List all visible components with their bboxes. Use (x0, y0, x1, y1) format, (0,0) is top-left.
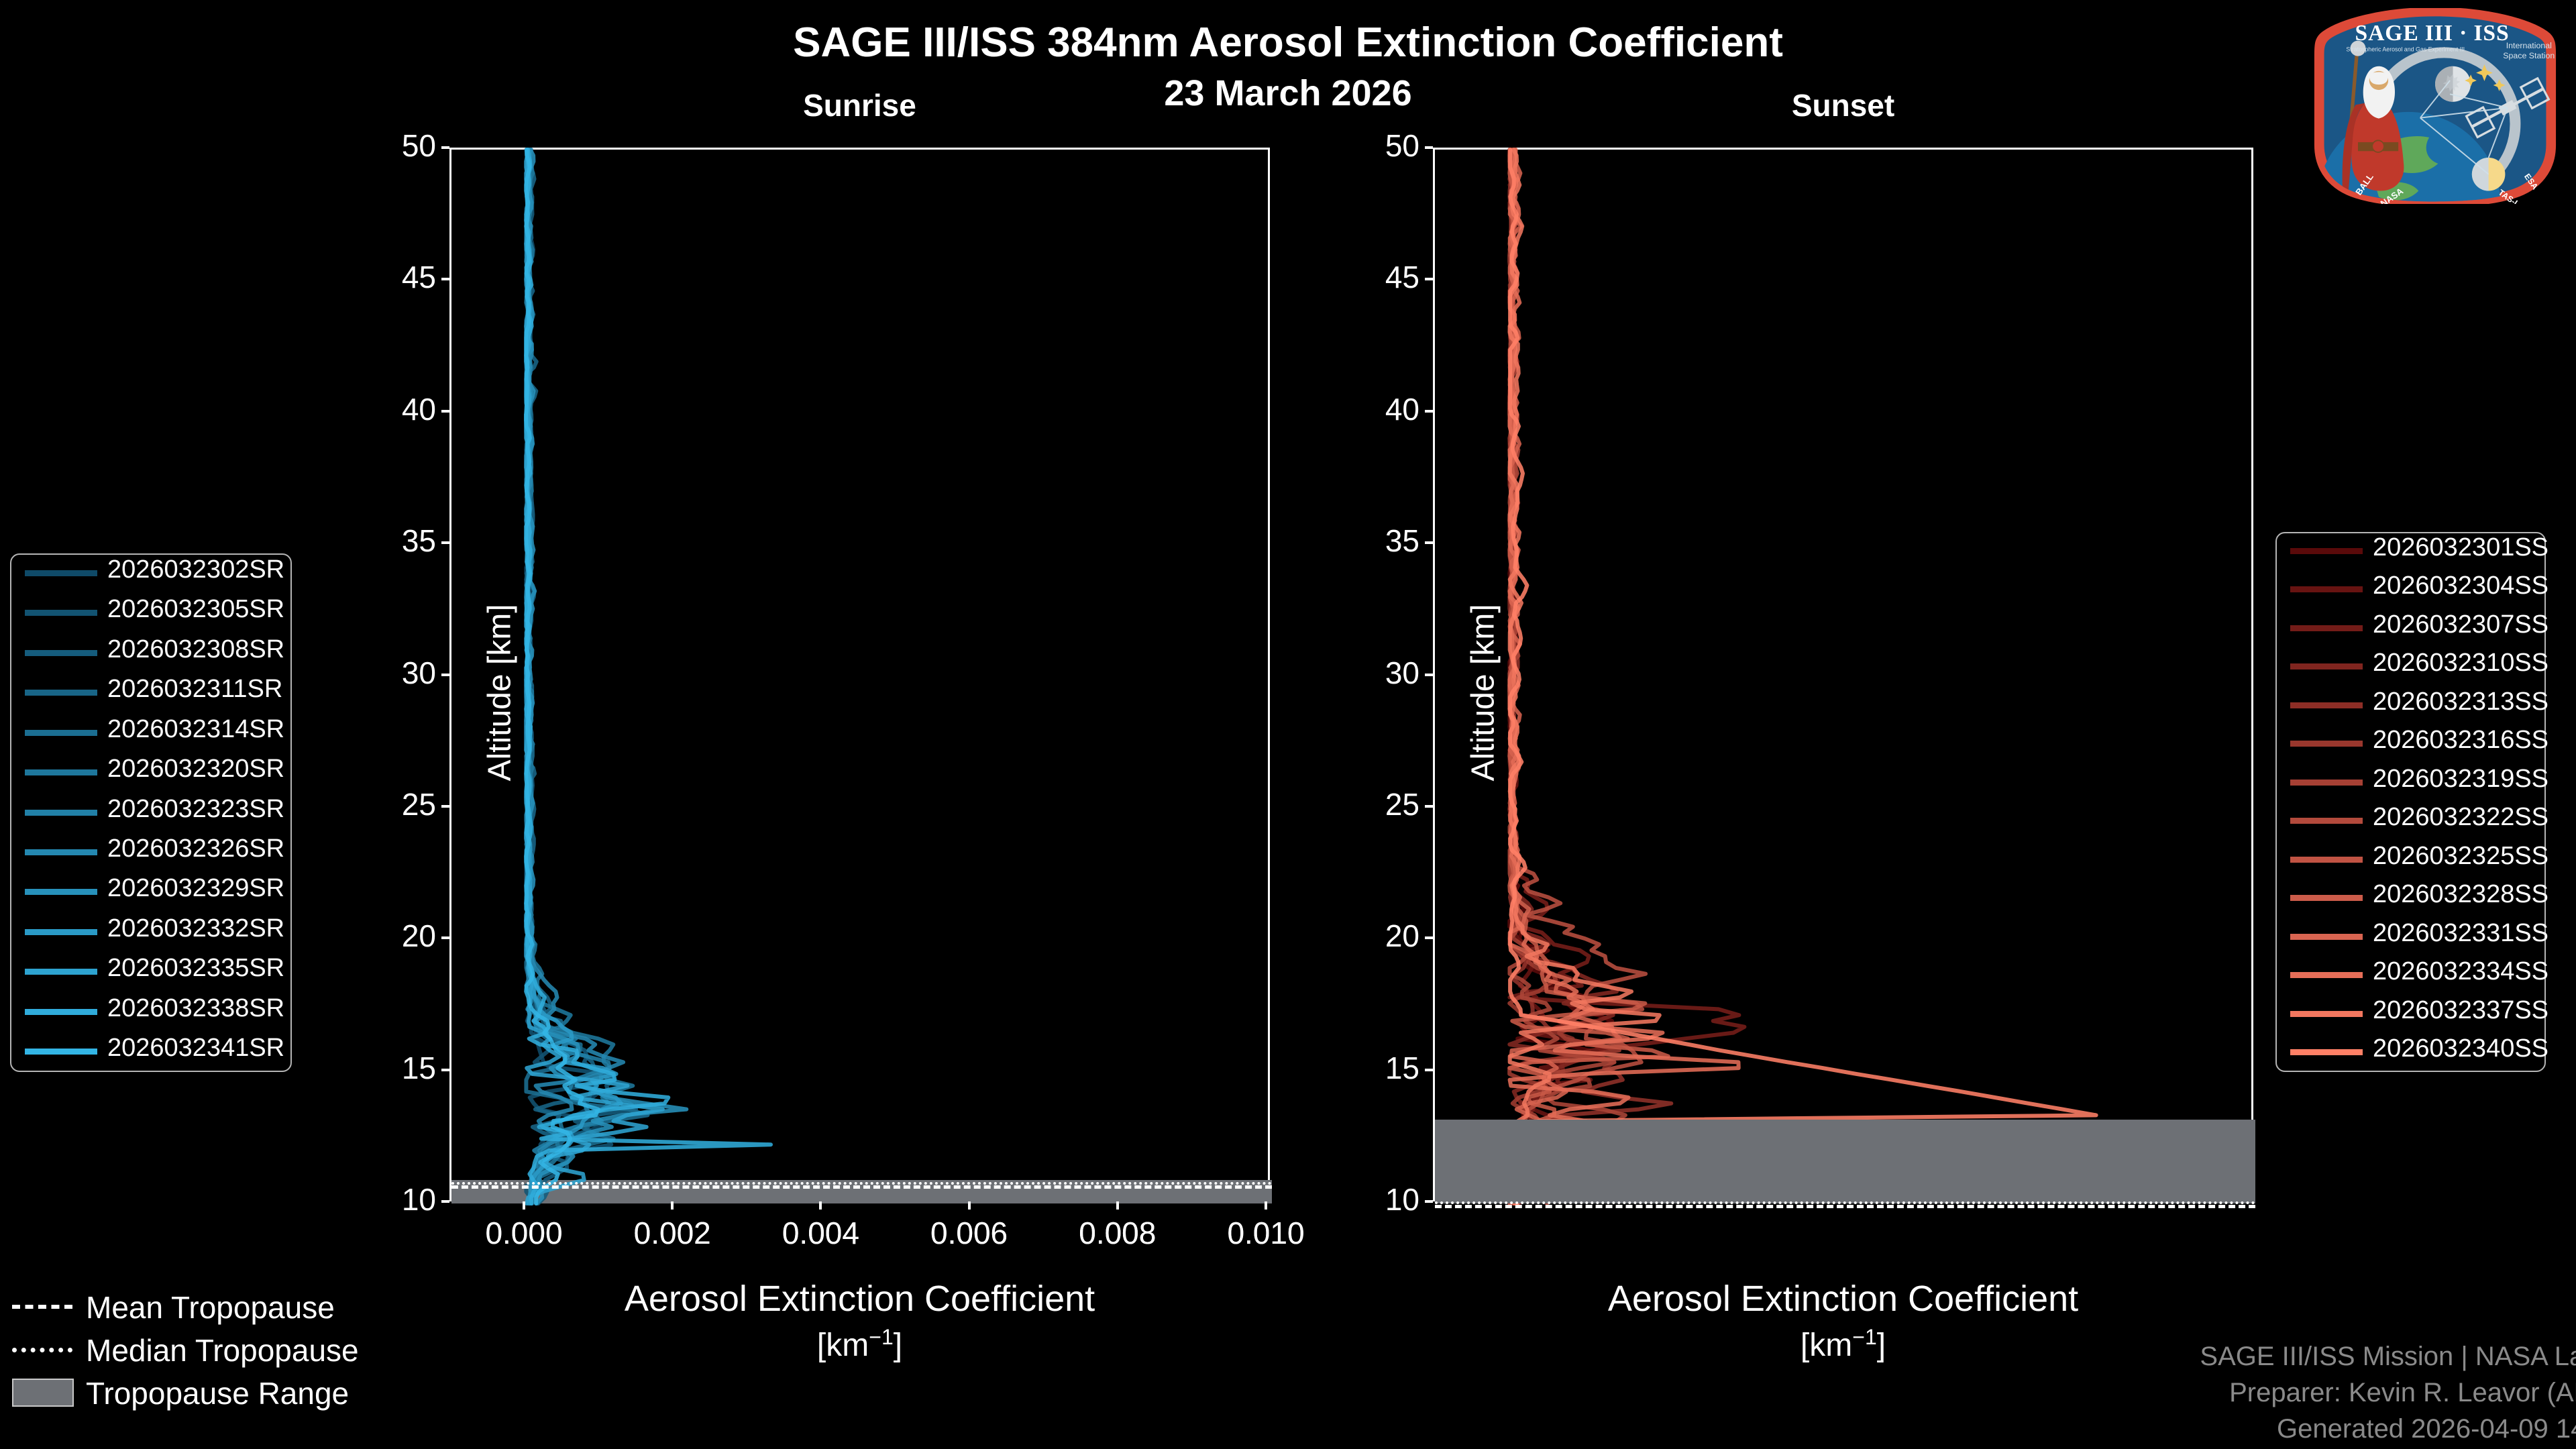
svg-text:Space Station: Space Station (2503, 51, 2555, 60)
svg-text:SAGE III · ISS: SAGE III · ISS (2355, 21, 2510, 46)
svg-text:Stratospheric Aerosol and Gas: Stratospheric Aerosol and Gas Experiment… (2346, 46, 2465, 53)
svg-text:International: International (2506, 41, 2552, 50)
